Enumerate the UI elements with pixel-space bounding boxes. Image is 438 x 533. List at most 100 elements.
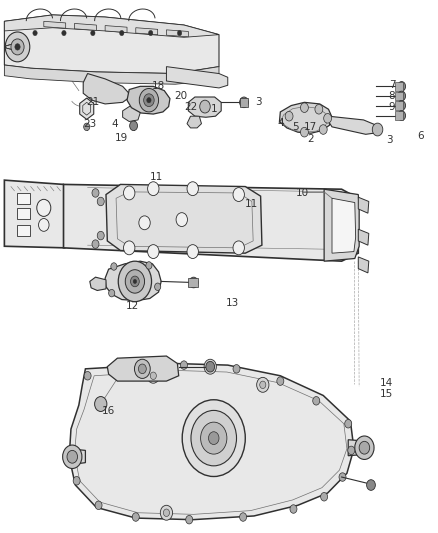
Circle shape bbox=[160, 505, 173, 520]
Polygon shape bbox=[80, 98, 94, 119]
Polygon shape bbox=[348, 440, 369, 456]
Circle shape bbox=[233, 188, 244, 201]
Text: 7: 7 bbox=[389, 80, 396, 90]
Circle shape bbox=[187, 182, 198, 196]
Text: 19: 19 bbox=[115, 133, 128, 142]
Circle shape bbox=[339, 473, 346, 481]
Text: 4: 4 bbox=[277, 118, 284, 127]
Circle shape bbox=[91, 30, 95, 36]
Circle shape bbox=[204, 359, 216, 374]
Polygon shape bbox=[240, 98, 248, 107]
Circle shape bbox=[33, 30, 37, 36]
Circle shape bbox=[118, 261, 152, 302]
Circle shape bbox=[187, 245, 198, 259]
Circle shape bbox=[285, 111, 293, 121]
Polygon shape bbox=[105, 26, 127, 33]
Circle shape bbox=[398, 82, 406, 91]
Text: 15: 15 bbox=[380, 390, 393, 399]
Text: 16: 16 bbox=[102, 407, 115, 416]
Circle shape bbox=[355, 436, 374, 459]
Circle shape bbox=[233, 241, 244, 255]
Circle shape bbox=[97, 197, 104, 206]
Circle shape bbox=[345, 419, 352, 428]
Circle shape bbox=[300, 103, 308, 112]
Circle shape bbox=[398, 111, 406, 120]
Circle shape bbox=[277, 377, 284, 385]
Circle shape bbox=[300, 127, 308, 137]
Text: 5: 5 bbox=[292, 122, 299, 132]
Circle shape bbox=[207, 363, 213, 370]
Text: 2: 2 bbox=[307, 134, 314, 143]
Circle shape bbox=[260, 381, 266, 389]
Polygon shape bbox=[127, 86, 170, 114]
Circle shape bbox=[372, 123, 383, 136]
Polygon shape bbox=[188, 278, 198, 287]
Circle shape bbox=[177, 30, 182, 36]
Text: 18: 18 bbox=[152, 82, 165, 91]
Circle shape bbox=[124, 186, 135, 200]
Circle shape bbox=[189, 277, 198, 288]
Circle shape bbox=[147, 368, 159, 383]
Polygon shape bbox=[166, 67, 228, 88]
Polygon shape bbox=[107, 356, 179, 381]
Circle shape bbox=[95, 397, 107, 411]
Polygon shape bbox=[395, 111, 403, 120]
Text: 13: 13 bbox=[226, 298, 239, 308]
Circle shape bbox=[109, 289, 115, 297]
Circle shape bbox=[191, 410, 237, 466]
Circle shape bbox=[73, 477, 80, 485]
Polygon shape bbox=[395, 82, 403, 91]
Circle shape bbox=[11, 39, 24, 55]
Circle shape bbox=[180, 361, 187, 369]
Text: 21: 21 bbox=[86, 98, 99, 107]
Circle shape bbox=[67, 450, 78, 463]
Circle shape bbox=[398, 91, 406, 101]
Circle shape bbox=[367, 480, 375, 490]
Circle shape bbox=[133, 279, 137, 284]
Polygon shape bbox=[279, 102, 332, 133]
Polygon shape bbox=[4, 65, 219, 84]
Polygon shape bbox=[188, 97, 221, 117]
Circle shape bbox=[257, 377, 269, 392]
Circle shape bbox=[84, 123, 90, 131]
Circle shape bbox=[92, 240, 99, 248]
Circle shape bbox=[134, 359, 150, 378]
Text: 12: 12 bbox=[126, 302, 139, 311]
Circle shape bbox=[148, 245, 159, 259]
Text: 11: 11 bbox=[150, 172, 163, 182]
Circle shape bbox=[97, 231, 104, 240]
Circle shape bbox=[148, 182, 159, 196]
Circle shape bbox=[125, 270, 145, 293]
Text: 11: 11 bbox=[245, 199, 258, 208]
Polygon shape bbox=[106, 184, 262, 253]
Polygon shape bbox=[395, 92, 403, 100]
Text: 22: 22 bbox=[184, 102, 197, 111]
Polygon shape bbox=[358, 197, 369, 213]
Circle shape bbox=[155, 283, 161, 290]
Circle shape bbox=[139, 88, 159, 112]
Polygon shape bbox=[17, 208, 30, 219]
Circle shape bbox=[163, 509, 170, 516]
Polygon shape bbox=[123, 106, 140, 122]
Circle shape bbox=[150, 372, 156, 379]
Circle shape bbox=[206, 361, 215, 372]
Circle shape bbox=[132, 362, 139, 371]
Circle shape bbox=[130, 121, 138, 131]
Circle shape bbox=[324, 114, 332, 123]
Circle shape bbox=[290, 505, 297, 513]
Circle shape bbox=[313, 397, 320, 405]
Polygon shape bbox=[324, 189, 359, 261]
Text: 3: 3 bbox=[255, 98, 262, 107]
Circle shape bbox=[124, 241, 135, 255]
Circle shape bbox=[200, 100, 210, 113]
Text: 17: 17 bbox=[304, 122, 317, 132]
Circle shape bbox=[111, 263, 117, 270]
Circle shape bbox=[233, 365, 240, 373]
Circle shape bbox=[147, 98, 151, 103]
Polygon shape bbox=[90, 277, 106, 290]
Polygon shape bbox=[166, 30, 188, 37]
Circle shape bbox=[319, 125, 327, 134]
Circle shape bbox=[359, 441, 370, 454]
Circle shape bbox=[5, 32, 30, 62]
Circle shape bbox=[37, 199, 51, 216]
